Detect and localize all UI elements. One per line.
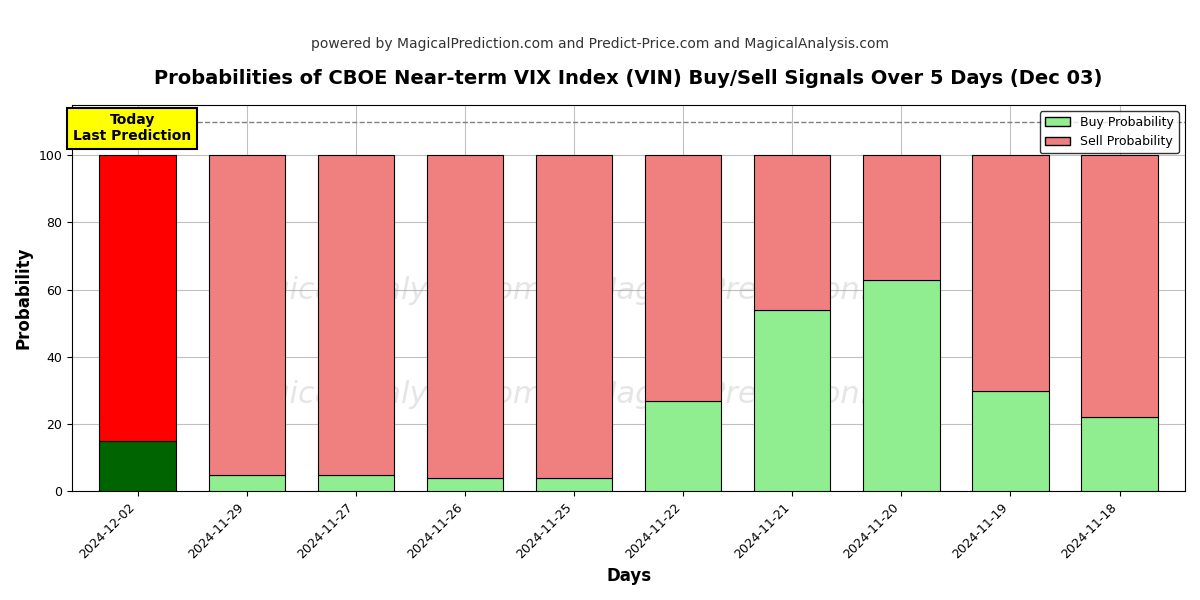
Bar — [754, 155, 830, 310]
Bar — [318, 475, 394, 491]
Text: Today
Last Prediction: Today Last Prediction — [73, 113, 191, 143]
Bar — [754, 310, 830, 491]
Bar — [1081, 418, 1158, 491]
Bar — [209, 155, 284, 475]
Bar — [427, 478, 503, 491]
Bar — [1081, 155, 1158, 418]
Title: Probabilities of CBOE Near-term VIX Index (VIN) Buy/Sell Signals Over 5 Days (De: Probabilities of CBOE Near-term VIX Inde… — [155, 69, 1103, 88]
Bar — [209, 475, 284, 491]
Y-axis label: Probability: Probability — [16, 247, 34, 349]
Bar — [427, 155, 503, 478]
Bar — [972, 391, 1049, 491]
Text: powered by MagicalPrediction.com and Predict-Price.com and MagicalAnalysis.com: powered by MagicalPrediction.com and Pre… — [311, 37, 889, 51]
Bar — [972, 155, 1049, 391]
Legend: Buy Probability, Sell Probability: Buy Probability, Sell Probability — [1040, 111, 1178, 154]
Bar — [644, 155, 721, 401]
Bar — [644, 401, 721, 491]
Bar — [100, 155, 176, 441]
Text: MagicalPrediction.com: MagicalPrediction.com — [590, 276, 935, 305]
Bar — [536, 155, 612, 478]
Bar — [100, 441, 176, 491]
Bar — [318, 155, 394, 475]
Bar — [536, 478, 612, 491]
Bar — [863, 155, 940, 280]
Text: MagicalAnalysis.com: MagicalAnalysis.com — [224, 276, 542, 305]
Text: MagicalAnalysis.com: MagicalAnalysis.com — [224, 380, 542, 409]
Text: MagicalPrediction.com: MagicalPrediction.com — [590, 380, 935, 409]
Bar — [863, 280, 940, 491]
X-axis label: Days: Days — [606, 567, 652, 585]
